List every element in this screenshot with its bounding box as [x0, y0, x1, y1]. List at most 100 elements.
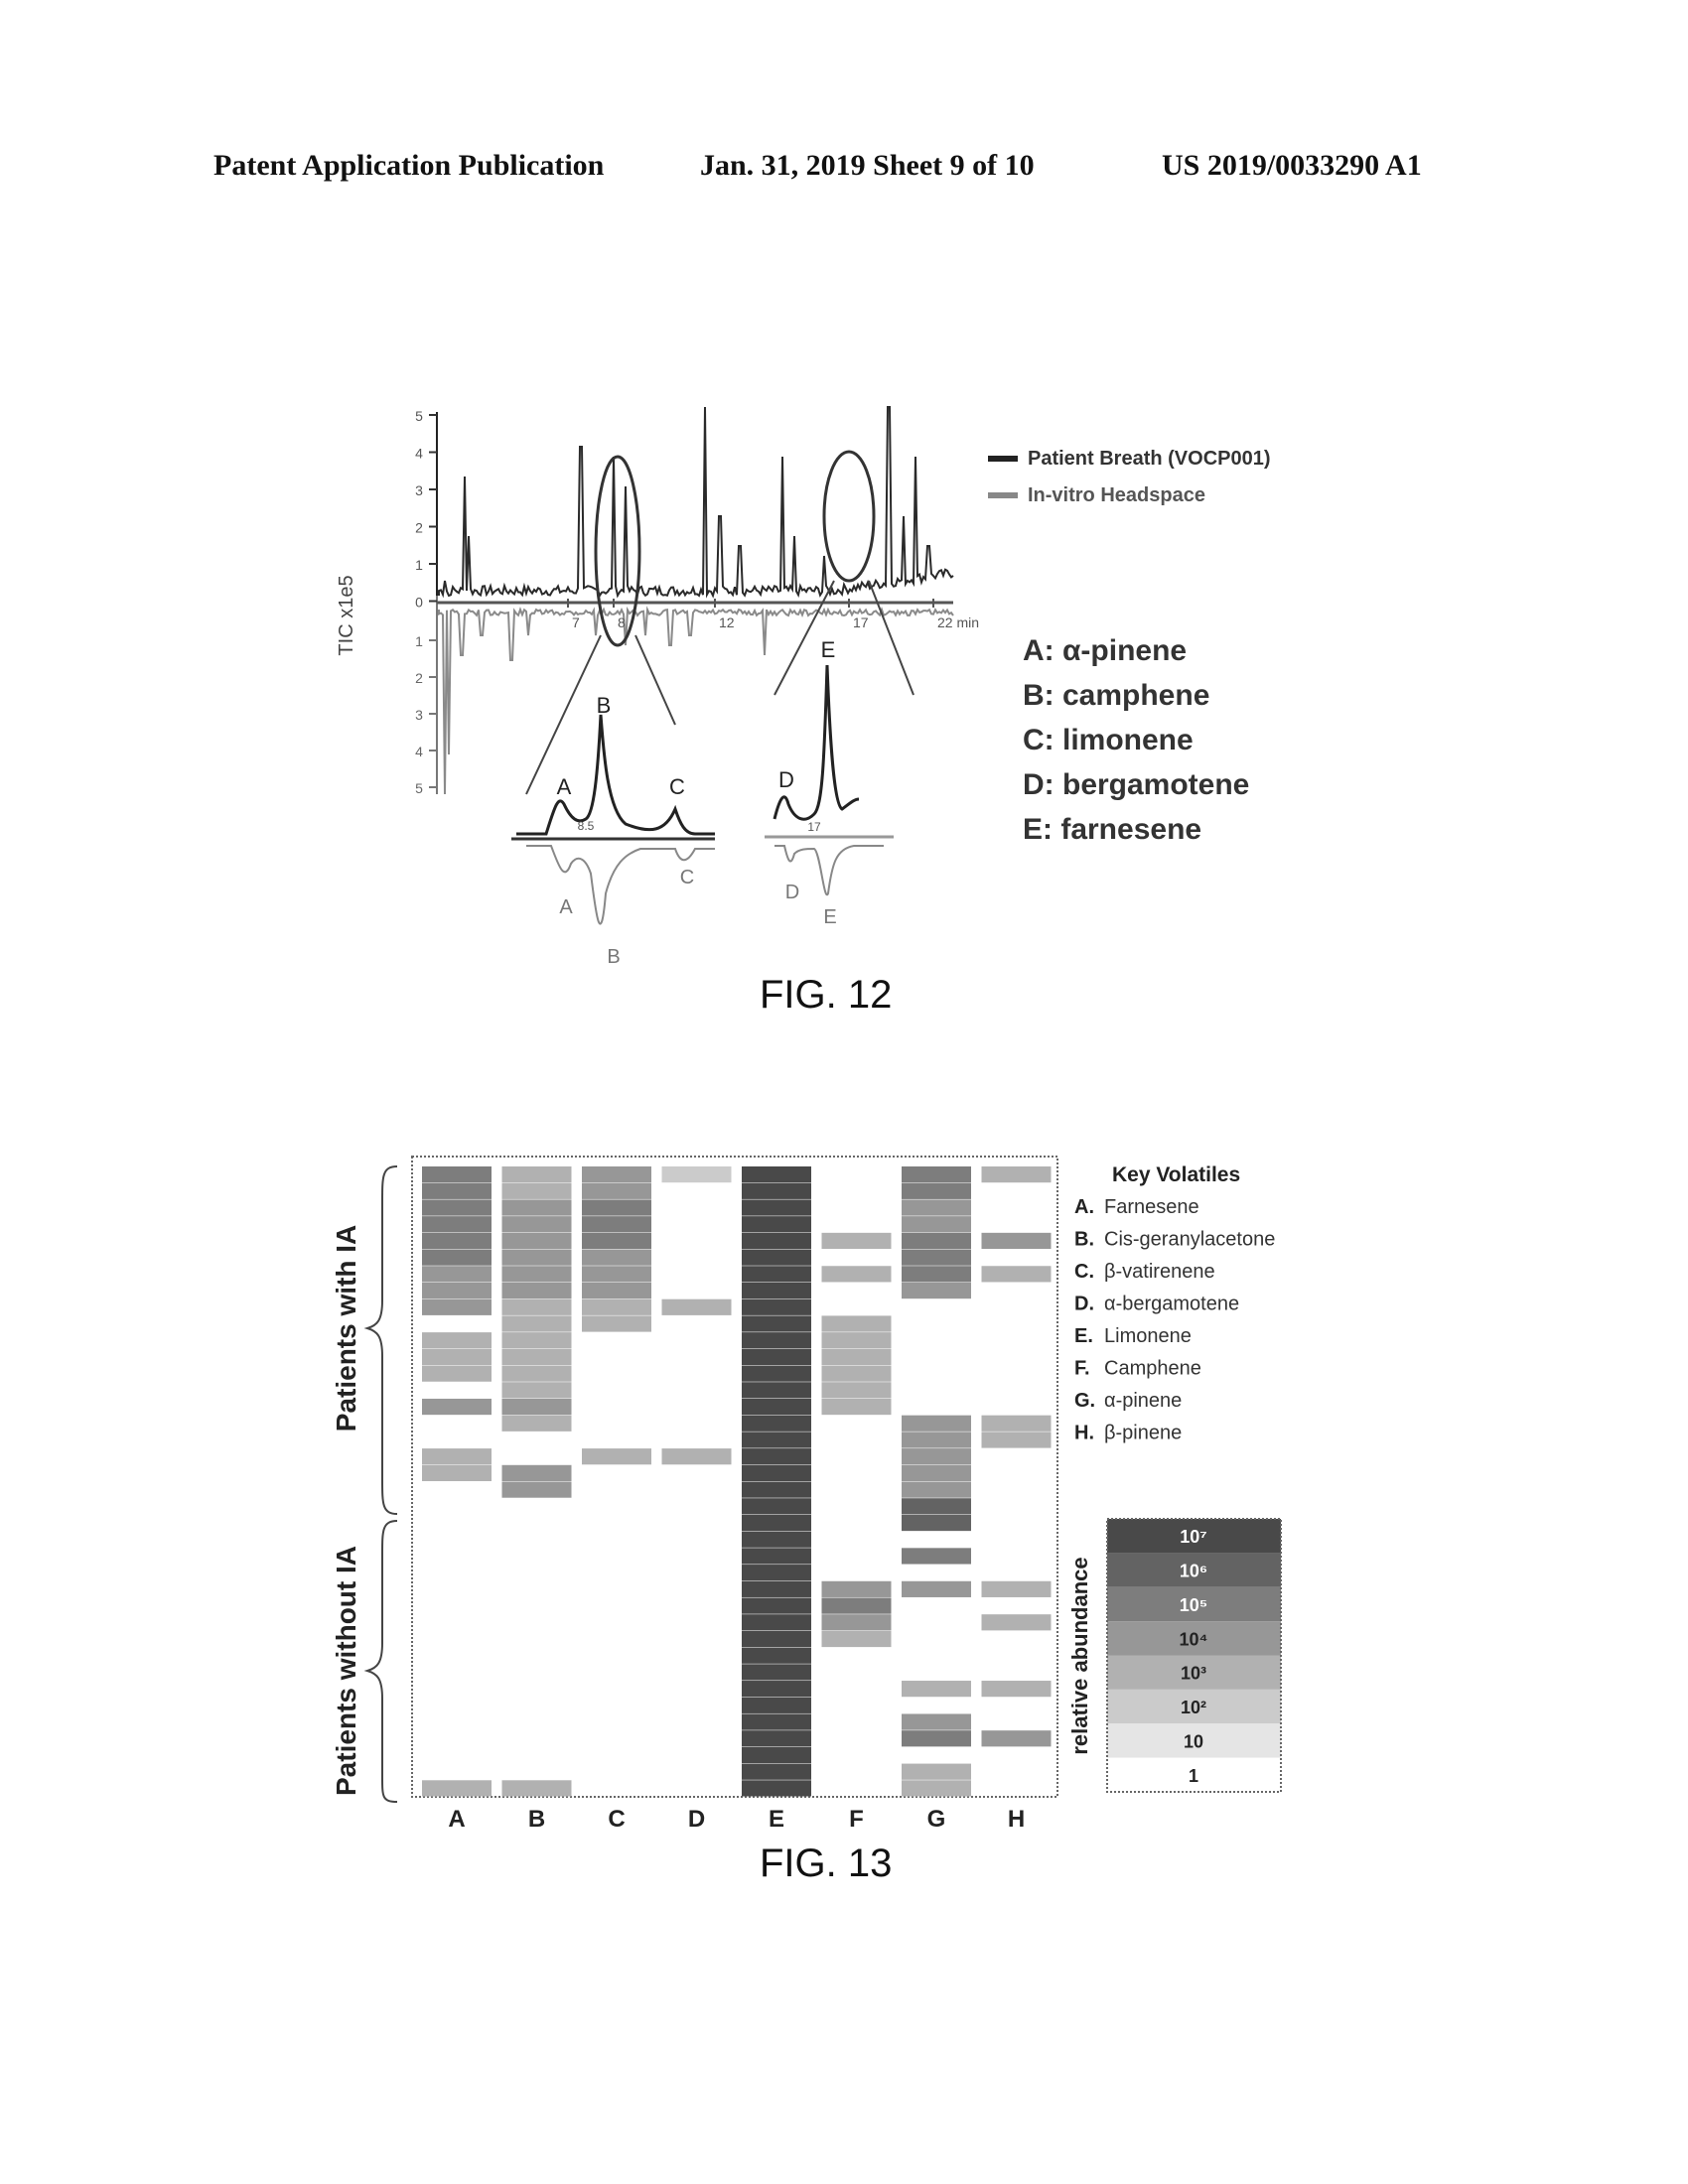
key-volatile-letter: D. [1074, 1294, 1094, 1315]
heatmap-cell [422, 1366, 492, 1382]
heatmap-cell [502, 1233, 572, 1249]
heatmap-cell [742, 1233, 811, 1249]
heatmap-cell [902, 1465, 971, 1481]
heatmap-cell [822, 1349, 892, 1365]
key-volatiles-title: Key Volatiles [1112, 1163, 1240, 1186]
key-volatiles: Key Volatiles A.FarneseneB.Cis-geranylac… [1074, 1163, 1275, 1444]
header-date-sheet: Jan. 31, 2019 Sheet 9 of 10 [700, 149, 1035, 183]
heatmap-cell [582, 1199, 651, 1215]
heatmap-cell [742, 1315, 811, 1331]
peak-label-c-bottom: C [680, 867, 694, 888]
heatmap-cell [502, 1780, 572, 1796]
key-volatile-name: β-vatirenene [1104, 1261, 1215, 1283]
heatmap-cell [742, 1332, 811, 1348]
key-volatile-letter: H. [1074, 1423, 1094, 1444]
heatmap-cell [502, 1283, 572, 1298]
heatmap-cell [742, 1166, 811, 1182]
heatmap-cell [502, 1183, 572, 1199]
peak-label-a-bottom: A [559, 896, 573, 918]
heatmap-cell [502, 1166, 572, 1182]
heatmap-cell [582, 1166, 651, 1182]
heatmap-cell [822, 1597, 892, 1613]
compound-key-item: C: limonene [1023, 724, 1194, 756]
column-label: D [688, 1806, 705, 1833]
heatmap-cell [502, 1465, 572, 1481]
heatmap-cell [742, 1614, 811, 1630]
y-tick-label: 0 [415, 595, 423, 611]
y-tick-label: 2 [415, 520, 423, 536]
figure-12-chromatogram: 543210 12345 TIC x1e5 78121722 min A B C… [298, 397, 1370, 993]
heatmap-cell [902, 1233, 971, 1249]
colorbar-tick-label: 10⁶ [1180, 1562, 1207, 1581]
colorbar-tick-label: 10⁷ [1180, 1527, 1206, 1547]
heatmap-cell [742, 1548, 811, 1564]
heatmap-cell [822, 1581, 892, 1597]
heatmap-cell [502, 1366, 572, 1382]
heatmap-cell [902, 1199, 971, 1215]
inset-right-top-trace [774, 665, 859, 819]
heatmap-cell [742, 1730, 811, 1746]
heatmap-cell [822, 1614, 892, 1630]
heatmap-cell [582, 1266, 651, 1282]
heatmap-cell [422, 1465, 492, 1481]
column-label: F [849, 1806, 864, 1833]
y-axis-label: TIC x1e5 [336, 575, 357, 655]
heatmap-cell [902, 1498, 971, 1514]
heatmap-cell [742, 1664, 811, 1680]
heatmap-cell [822, 1332, 892, 1348]
heatmap-cell [822, 1315, 892, 1331]
colorbar-cells: 10⁷10⁶10⁵10⁴10³10²101 [1107, 1519, 1281, 1792]
x-tick-label: 22 min [937, 614, 979, 630]
heatmap-cell [742, 1199, 811, 1215]
heatmap-cell [582, 1448, 651, 1464]
peak-label-c-top: C [669, 774, 685, 799]
peak-label-b-top: B [597, 693, 612, 718]
colorbar-tick-label: 10² [1181, 1698, 1206, 1717]
heatmap-cell [982, 1233, 1052, 1249]
heatmap-cell [742, 1482, 811, 1498]
heatmap-cell [742, 1713, 811, 1729]
heatmap-cell [902, 1416, 971, 1432]
inset-right-tick: 17 [807, 820, 821, 834]
heatmap-cell [822, 1399, 892, 1415]
heatmap-cell [742, 1216, 811, 1232]
heatmap-cell [902, 1448, 971, 1464]
heatmap-cell [742, 1681, 811, 1697]
heatmap-cell [982, 1681, 1052, 1697]
peak-label-d-bottom: D [785, 882, 799, 903]
y-tick-label: 2 [415, 670, 423, 686]
peak-label-e-top: E [821, 637, 836, 662]
heatmap-cell [582, 1299, 651, 1315]
heatmap-cell [822, 1266, 892, 1282]
heatmap-cell [422, 1299, 492, 1315]
heatmap-cell [902, 1730, 971, 1746]
heatmap-cell [742, 1250, 811, 1266]
heatmap-cell [502, 1199, 572, 1215]
heatmap-cell [742, 1382, 811, 1398]
legend-label-patient: Patient Breath (VOCP001) [1028, 448, 1271, 470]
heatmap-cell [902, 1780, 971, 1796]
column-labels: ABCDEFGH [448, 1806, 1025, 1833]
compound-key-item: D: bergamotene [1023, 768, 1249, 801]
heatmap-cell [742, 1283, 811, 1298]
heatmap-cell [742, 1597, 811, 1613]
heatmap-cell [902, 1515, 971, 1531]
heatmap-cell [582, 1233, 651, 1249]
key-volatile-name: α-pinene [1104, 1390, 1182, 1412]
figure-13-heatmap: ABCDEFGH Patients with IA Patients witho… [298, 1142, 1340, 1837]
zoom-line [526, 635, 601, 794]
heatmap-cell [502, 1299, 572, 1315]
heatmap-cell [742, 1747, 811, 1763]
header-pub-number: US 2019/0033290 A1 [1162, 149, 1422, 183]
key-volatile-name: β-pinene [1104, 1423, 1182, 1444]
compound-key-item: E: farnesene [1023, 813, 1201, 846]
heatmap-cell [742, 1183, 811, 1199]
heatmap-cell [902, 1250, 971, 1266]
y-tick-label: 4 [415, 446, 423, 462]
heatmap-cell [742, 1266, 811, 1282]
heatmap-cell [742, 1416, 811, 1432]
heatmap-cell [502, 1216, 572, 1232]
heatmap-cell [742, 1515, 811, 1531]
heatmap-cell [822, 1233, 892, 1249]
key-volatile-letter: B. [1074, 1229, 1094, 1251]
